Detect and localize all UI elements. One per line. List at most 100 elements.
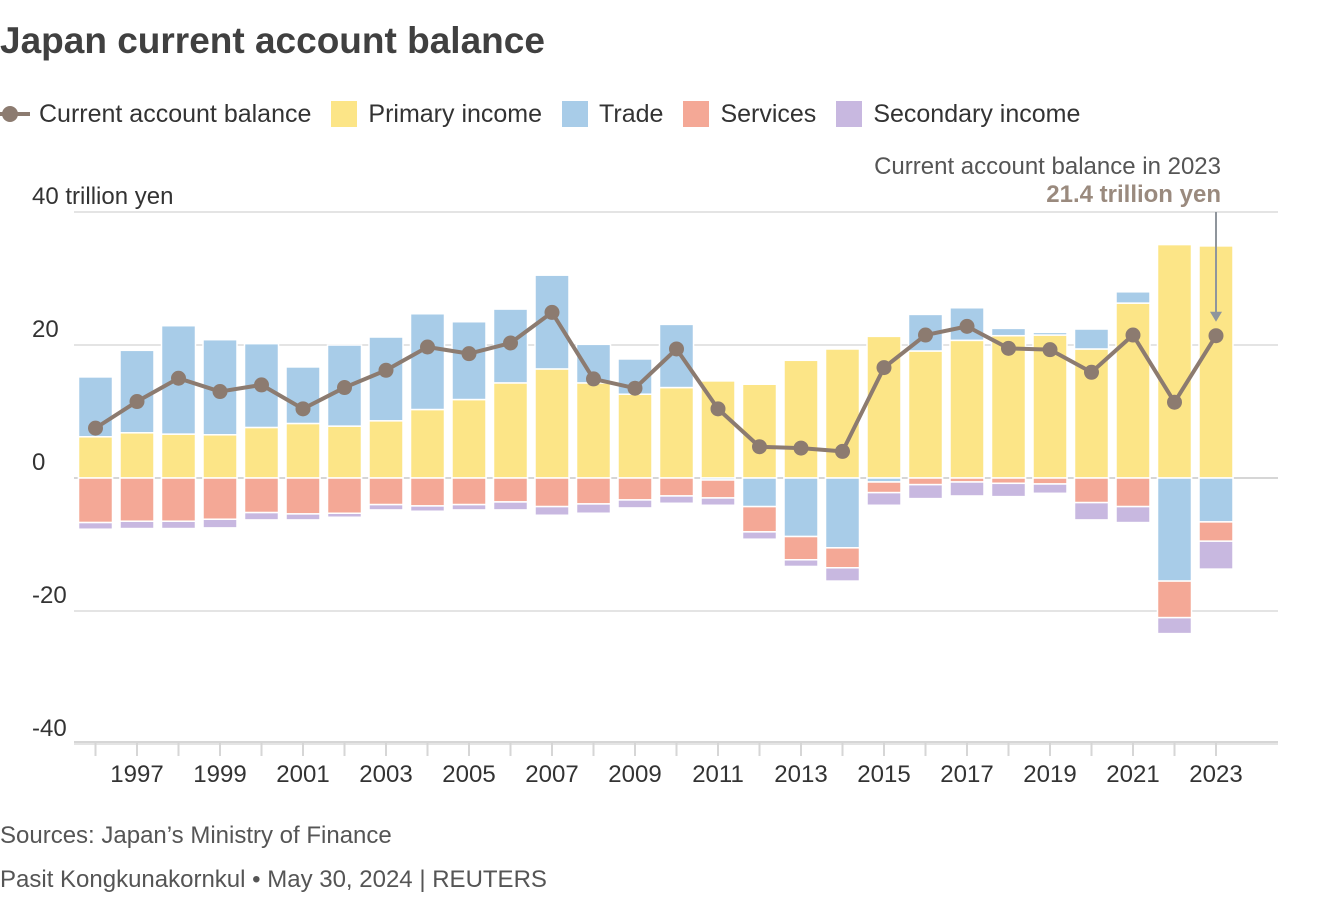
bar-secondary-income xyxy=(1156,616,1193,635)
legend-item-secondary-income: Secondary income xyxy=(836,100,1080,129)
bar-trade xyxy=(119,349,155,434)
bar-secondary-income xyxy=(700,497,736,507)
bar-trade xyxy=(1156,477,1193,582)
legend-swatch-services xyxy=(683,101,710,127)
legend-item-primary-income: Primary income xyxy=(331,100,542,129)
y-tick-label: 20 xyxy=(32,316,59,343)
legend-swatch-trade xyxy=(562,101,589,127)
bar-services xyxy=(783,535,819,561)
bar-primary-income xyxy=(741,383,778,479)
current-account-point xyxy=(337,380,352,396)
current-account-point xyxy=(710,401,726,417)
bar-secondary-income xyxy=(368,503,404,511)
bar-primary-income xyxy=(700,380,736,479)
current-account-point xyxy=(586,371,601,387)
bar-primary-income xyxy=(243,426,280,479)
bar-secondary-income xyxy=(1115,505,1151,524)
current-account-point xyxy=(876,360,892,376)
bar-secondary-income xyxy=(77,521,114,530)
current-account-point xyxy=(544,304,560,320)
x-tick-label: 2017 xyxy=(940,761,993,788)
bar-trade xyxy=(368,336,404,422)
bar-primary-income xyxy=(409,408,446,479)
x-tick-label: 2013 xyxy=(774,761,827,788)
legend-line-marker xyxy=(0,101,30,127)
bar-services xyxy=(534,477,570,508)
y-tick-label: -20 xyxy=(32,582,67,609)
bar-trade xyxy=(824,477,861,549)
bar-trade xyxy=(1032,331,1068,336)
current-account-point xyxy=(835,443,850,459)
sources-note: Sources: Japan’s Ministry of Finance xyxy=(0,822,392,849)
legend-item-trade: Trade xyxy=(562,100,663,129)
bar-secondary-income xyxy=(866,491,902,507)
bar-trade xyxy=(1198,477,1234,523)
current-account-point xyxy=(1042,342,1058,358)
x-tick-label: 2007 xyxy=(525,761,578,788)
x-tick-label: 2001 xyxy=(276,761,329,788)
bar-primary-income xyxy=(534,368,570,479)
current-account-point xyxy=(503,335,518,351)
x-tick-label: 2003 xyxy=(359,761,412,788)
bar-services xyxy=(77,477,114,524)
bar-services xyxy=(575,477,612,505)
bar-secondary-income xyxy=(326,512,363,518)
y-tick-label: -40 xyxy=(32,715,67,742)
x-tick-label: 2019 xyxy=(1023,761,1076,788)
bar-secondary-income xyxy=(907,483,944,500)
bar-services xyxy=(1198,521,1234,542)
chart-title: Japan current account balance xyxy=(0,20,545,61)
bar-secondary-income xyxy=(783,559,819,568)
bar-secondary-income xyxy=(534,505,570,516)
current-account-point xyxy=(378,362,394,378)
bar-secondary-income xyxy=(409,505,446,512)
bar-trade xyxy=(949,307,985,342)
current-account-point xyxy=(1167,394,1182,410)
current-account-point xyxy=(254,377,269,393)
x-tick-label: 2009 xyxy=(608,761,661,788)
bar-primary-income xyxy=(990,334,1027,479)
bar-services xyxy=(119,477,155,522)
bar-secondary-income xyxy=(119,520,155,530)
y-axis-labels: 40 trillion yen 20 0 -20 -40 xyxy=(32,183,173,742)
bar-secondary-income xyxy=(949,481,985,497)
bar-services xyxy=(741,505,778,533)
current-account-point xyxy=(212,384,228,400)
bar-secondary-income xyxy=(1032,483,1068,495)
bar-primary-income xyxy=(368,420,404,479)
bar-services xyxy=(866,481,902,494)
bar-services xyxy=(907,477,944,486)
legend-label: Services xyxy=(720,99,817,128)
x-tick-label: 2015 xyxy=(857,761,910,788)
bar-services xyxy=(202,477,238,520)
bar-trade xyxy=(658,323,695,389)
legend-swatch-secondary-income xyxy=(836,101,863,127)
current-account-point xyxy=(627,380,643,396)
bar-services xyxy=(1073,477,1110,504)
bar-secondary-income xyxy=(1073,501,1110,521)
bar-primary-income xyxy=(1156,243,1193,479)
bar-primary-income xyxy=(326,425,363,479)
bar-services xyxy=(492,477,529,503)
x-tick-label: 2005 xyxy=(442,761,495,788)
current-account-point xyxy=(129,394,145,410)
current-account-point xyxy=(88,420,103,436)
bar-primary-income xyxy=(617,393,653,479)
legend-item-current-account: Current account balance xyxy=(0,100,311,129)
bar-services xyxy=(658,477,695,497)
bar-primary-income xyxy=(492,382,529,479)
bar-secondary-income xyxy=(243,511,280,521)
legend-label: Trade xyxy=(599,99,664,128)
bar-secondary-income xyxy=(741,531,778,540)
current-account-point xyxy=(420,339,435,355)
bar-trade xyxy=(1115,291,1151,304)
bar-services xyxy=(243,477,280,514)
bar-primary-income xyxy=(658,386,695,479)
current-account-point xyxy=(1125,327,1141,343)
legend-item-services: Services xyxy=(683,100,816,129)
y-tick-label: 0 xyxy=(32,449,45,476)
current-account-point xyxy=(1001,340,1016,356)
current-account-point xyxy=(1208,328,1224,344)
bar-primary-income xyxy=(119,432,155,479)
